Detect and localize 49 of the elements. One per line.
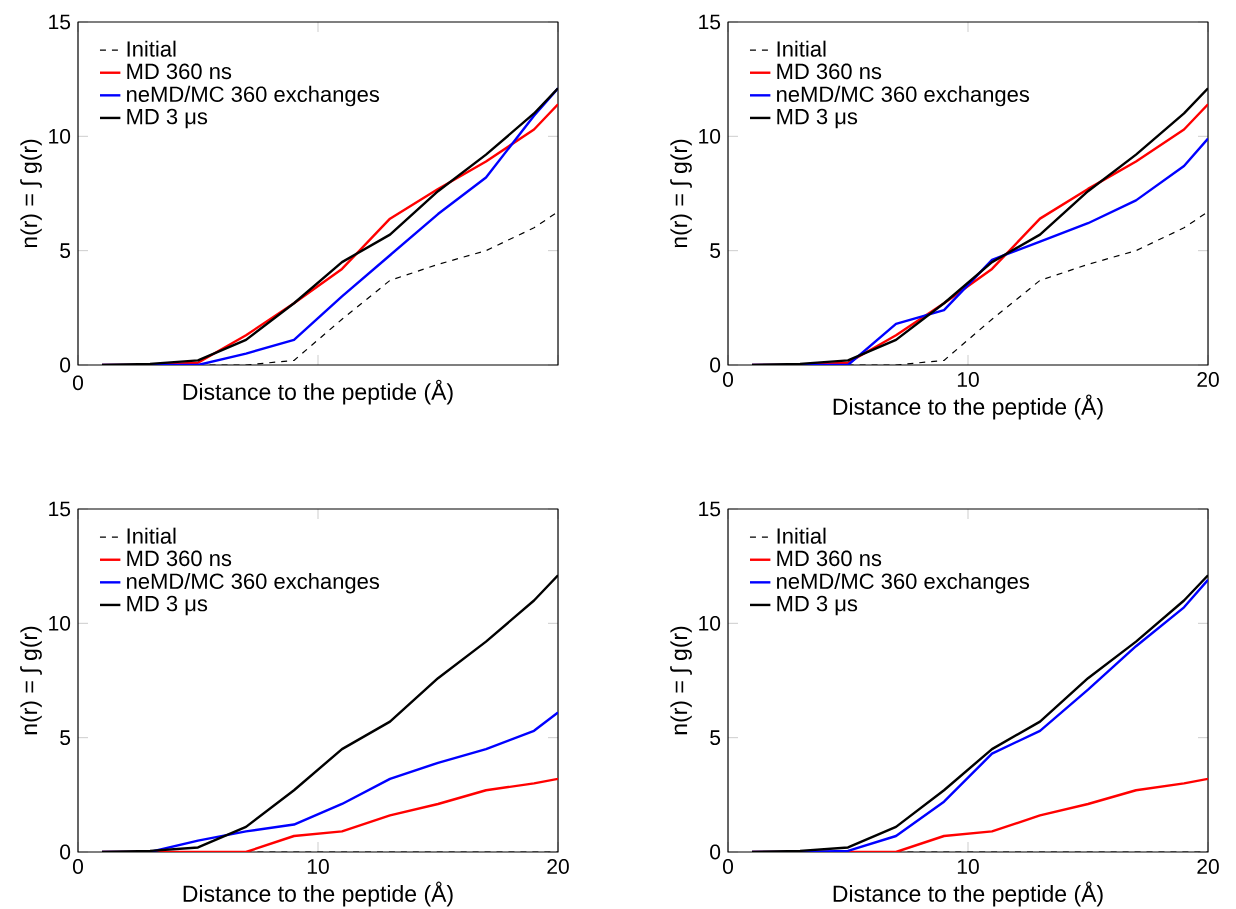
x-tick-label: 20 [547, 859, 569, 874]
x-tick-label: 0 [722, 372, 734, 387]
x-tick-label: 10 [307, 859, 329, 874]
y-tick-label: 0 [60, 357, 71, 373]
x-tick-label: 20 [1197, 859, 1219, 874]
legend-label: neMD/MC 360 exchanges [777, 572, 1030, 594]
y-tick-label: 0 [710, 844, 721, 860]
y-tick-label: 10 [49, 128, 71, 144]
y-tick-label: 10 [49, 615, 71, 631]
y-tick-label: 0 [60, 844, 71, 860]
y-tick-label: 15 [49, 501, 71, 517]
y-tick-label: 15 [699, 501, 721, 517]
y-axis-title: n(r) = ∫ g(r) [670, 139, 692, 248]
y-tick-label: 5 [710, 730, 721, 746]
y-tick-label: 10 [699, 615, 721, 631]
y-axis-title: n(r) = ∫ g(r) [20, 626, 42, 735]
y-axis-title: n(r) = ∫ g(r) [20, 139, 42, 248]
legend-label: Initial [127, 40, 176, 57]
x-axis-title: Distance to the peptide (Å) [183, 881, 453, 907]
legend-label: MD 3 μs [777, 595, 858, 616]
legend-label: MD 3 μs [777, 108, 858, 129]
legend-label: neMD/MC 360 exchanges [127, 572, 380, 594]
legend-label: MD 3 μs [127, 595, 208, 616]
legend-label: MD 360 ns [127, 63, 232, 80]
x-tick-label: 0 [72, 859, 83, 874]
y-tick-label: 5 [60, 730, 71, 746]
x-tick-label: 10 [957, 859, 979, 874]
y-tick-label: 5 [710, 243, 721, 258]
y-tick-label: 10 [699, 128, 721, 144]
y-axis-title: n(r) = ∫ g(r) [670, 626, 692, 735]
legend-label: MD 360 ns [127, 550, 232, 567]
legend-label: MD 360 ns [777, 63, 882, 80]
legend-label: neMD/MC 360 exchanges [127, 85, 380, 107]
legend-label: Initial [777, 527, 826, 544]
x-axis-title: Distance to the peptide (Å) [183, 379, 453, 405]
legend-label: MD 3 μs [127, 108, 208, 129]
x-tick-label: 20 [1197, 372, 1219, 387]
y-tick-label: 0 [710, 357, 721, 373]
x-axis-title: Distance to the peptide (Å) [833, 394, 1103, 420]
x-tick-label: 10 [957, 372, 979, 387]
legend-label: Initial [127, 527, 176, 544]
x-axis-title: Distance to the peptide (Å) [833, 881, 1103, 907]
legend-label: neMD/MC 360 exchanges [777, 85, 1030, 107]
y-tick-label: 15 [699, 14, 721, 30]
legend-label: MD 360 ns [777, 550, 882, 567]
y-tick-label: 5 [60, 243, 71, 258]
x-tick-label: 0 [722, 859, 734, 874]
y-tick-label: 15 [49, 14, 71, 30]
legend-label: Initial [777, 40, 826, 57]
